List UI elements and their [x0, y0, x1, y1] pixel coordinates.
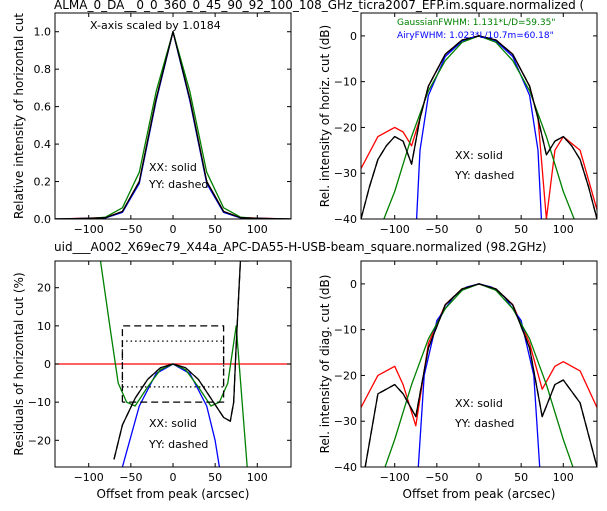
x-tick-label: −50 — [119, 471, 142, 484]
x-tick-label: 100 — [553, 471, 574, 484]
series-group — [361, 283, 597, 467]
y-tick-label: −40 — [334, 461, 357, 474]
annotation: XX: solid — [149, 161, 197, 174]
x-tick-label: −100 — [380, 471, 410, 484]
y-tick-label: −40 — [334, 213, 357, 226]
y-axis-label: Residuals of horizontal cut (%) — [12, 272, 26, 455]
x-tick-label: −50 — [425, 471, 448, 484]
x-tick-label: 100 — [247, 223, 268, 236]
series-line-4 — [364, 283, 597, 467]
annotation: YY: dashed — [148, 178, 208, 191]
annotation: YY: dashed — [148, 438, 208, 451]
annotation: YY: dashed — [454, 417, 514, 430]
x-tick-label: 0 — [476, 223, 483, 236]
x-tick-label: 50 — [208, 471, 222, 484]
y-tick-label: −20 — [334, 369, 357, 382]
figure-subtitle: uid___A002_X69ec79_X44a_APC-DA55-H-USB-b… — [54, 240, 547, 254]
y-tick-label: −30 — [334, 167, 357, 180]
annotation: YY: dashed — [454, 169, 514, 182]
y-tick-label: −20 — [28, 434, 51, 447]
series-line-3 — [55, 31, 291, 219]
series-line-1 — [415, 35, 543, 219]
y-tick-label: 0 — [350, 30, 357, 43]
y-tick-label: 0.4 — [34, 138, 52, 151]
series-line-3 — [361, 35, 597, 219]
y-tick-label: −10 — [28, 396, 51, 409]
x-tick-label: 50 — [514, 223, 528, 236]
series-line-3 — [364, 283, 597, 467]
x-tick-label: 100 — [553, 223, 574, 236]
x-axis-label: Offset from peak (arcsec) — [97, 487, 250, 501]
y-tick-label: 0.0 — [34, 213, 52, 226]
y-tick-label: 0.2 — [34, 176, 52, 189]
y-tick-label: −10 — [334, 324, 357, 337]
series-line-4 — [113, 261, 242, 460]
x-tick-label: 0 — [170, 471, 177, 484]
annotation: XX: solid — [149, 417, 197, 430]
series-group — [55, 31, 291, 219]
series-group — [55, 261, 291, 467]
series-line-1 — [417, 283, 541, 467]
y-tick-label: 0.6 — [34, 101, 52, 114]
x-tick-label: −100 — [74, 471, 104, 484]
y-tick-label: 10 — [37, 320, 51, 333]
y-tick-label: 1.0 — [34, 26, 52, 39]
annotation: XX: solid — [455, 397, 503, 410]
series-line-5 — [121, 325, 225, 403]
x-tick-label: −100 — [74, 223, 104, 236]
y-tick-label: −10 — [334, 76, 357, 89]
y-tick-label: −30 — [334, 415, 357, 428]
series-line-0 — [361, 35, 597, 219]
x-tick-label: 100 — [247, 471, 268, 484]
y-tick-label: −20 — [334, 121, 357, 134]
x-tick-label: −50 — [425, 223, 448, 236]
y-tick-label: 20 — [37, 282, 51, 295]
annotation: XX: solid — [455, 149, 503, 162]
y-tick-label: 0 — [350, 278, 357, 291]
series-group — [361, 35, 597, 219]
x-tick-label: 50 — [514, 471, 528, 484]
chart-panel-horizontal-cut: −100 −50 0 50 100 0.0 0.2 0.4 0.6 0.8 1.0 Relative … — [12, 12, 292, 236]
x-tick-label: 0 — [170, 223, 177, 236]
figure-title: ALMA_0_DA__0_0_360_0_45_90_92_100_108_GH… — [54, 0, 584, 12]
series-line-4 — [361, 35, 597, 219]
x-tick-label: 50 — [208, 223, 222, 236]
series-line-1 — [121, 363, 221, 467]
y-axis-label: Rel. intensity of diag. cut (dB) — [318, 275, 332, 454]
x-axis-label: Offset from peak (arcsec) — [403, 487, 556, 501]
y-axis-label: Rel. intensity of horiz. cut (dB) — [318, 25, 332, 207]
x-tick-label: −100 — [380, 223, 410, 236]
panels: −100 −50 0 50 1000.00.20.40.60.81.0Relative … — [12, 12, 598, 501]
y-tick-label: 0 — [44, 358, 51, 371]
annotation: X-axis scaled by 1.0184 — [90, 19, 221, 32]
y-tick-label: 0.8 — [34, 63, 52, 76]
x-tick-label: −50 — [119, 223, 142, 236]
x-tick-label: 0 — [476, 471, 483, 484]
y-axis-label: Relative intensity of horizontal cut — [12, 13, 26, 219]
legend-entry: GaussianFWHM: 1.131*L/D=59.35" — [397, 18, 555, 28]
legend-entry: AiryFWHM: 1.023*L/10.7m=60.18" — [397, 31, 554, 41]
